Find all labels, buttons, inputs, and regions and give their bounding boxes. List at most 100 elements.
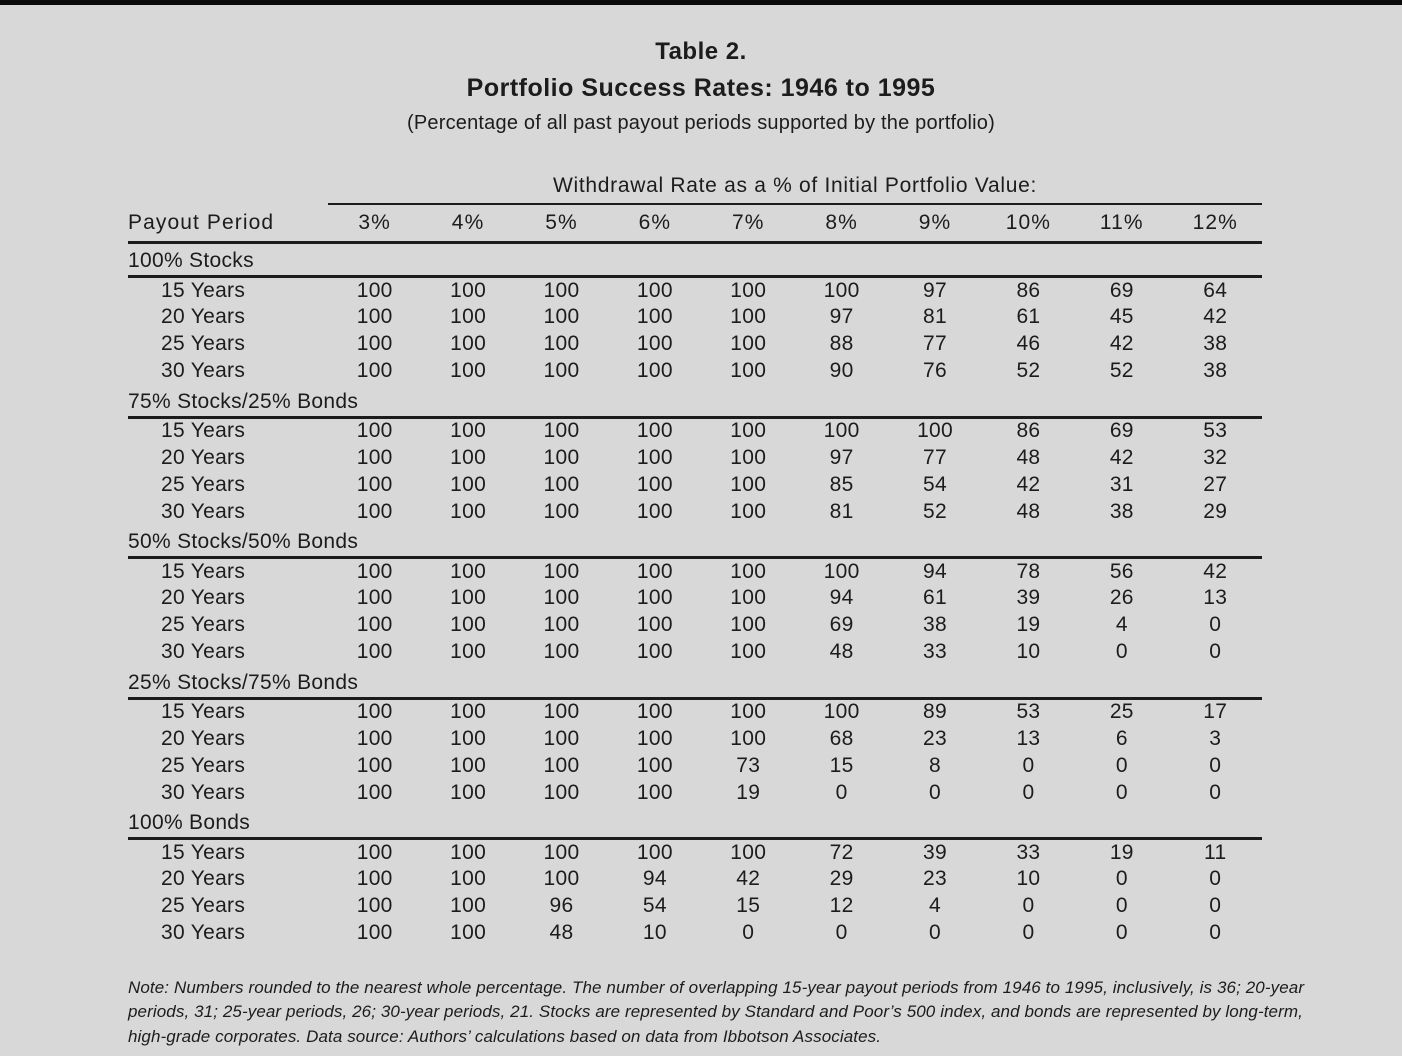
payout-period-row: 20 Years 100 100 100 100 100 94 61 39 26 13 <box>128 585 1262 612</box>
success-rate-value: 88 <box>829 332 854 355</box>
success-rate-value: 100 <box>356 559 393 583</box>
success-rate-value: 81 <box>829 499 854 523</box>
success-rate-value: 100 <box>450 726 487 750</box>
success-rate-value: 46 <box>1016 332 1041 355</box>
success-rate-value: 100 <box>730 613 767 636</box>
success-rate-value: 100 <box>636 305 673 328</box>
success-rate-value: 15 <box>736 894 761 917</box>
success-rate-value: 100 <box>356 472 393 496</box>
success-rate-value: 100 <box>636 499 673 523</box>
success-rate-value: 19 <box>736 780 761 804</box>
section-label: 100% Bonds <box>128 806 1262 840</box>
success-rate-value: 100 <box>450 445 487 469</box>
payout-period-row: 25 Years 100 100 96 54 15 12 4 0 0 0 <box>128 893 1262 920</box>
success-rate-value: 42 <box>1203 305 1228 328</box>
payout-period-label: 30 Years <box>161 499 246 523</box>
success-rate-value: 23 <box>923 867 948 890</box>
success-rate-value: 100 <box>730 700 767 724</box>
success-rate-value: 100 <box>823 700 860 724</box>
success-rate-value: 38 <box>1203 359 1228 382</box>
payout-period-row: 30 Years 100 100 100 100 100 81 52 48 38 29 <box>128 498 1262 525</box>
payout-period-label: 20 Years <box>161 445 246 469</box>
success-rate-value: 38 <box>923 613 948 636</box>
payout-period-row: 20 Years 100 100 100 100 100 97 81 61 45 42 <box>128 304 1262 331</box>
success-rate-value: 4 <box>929 894 942 917</box>
payout-period-label: 15 Years <box>161 700 246 724</box>
success-rate-value: 13 <box>1203 586 1228 609</box>
success-rate-value: 100 <box>450 840 487 864</box>
success-rate-value: 42 <box>1109 445 1134 469</box>
success-rate-value: 100 <box>356 419 393 443</box>
success-rate-value: 100 <box>356 640 393 663</box>
success-rate-value: 100 <box>450 894 487 917</box>
success-rate-value: 100 <box>730 278 767 302</box>
success-rate-value: 19 <box>1109 840 1134 864</box>
success-rate-value: 100 <box>356 780 393 804</box>
section-header-row: 100% Bonds <box>128 806 1262 840</box>
success-rate-value: 100 <box>543 278 580 302</box>
success-rate-value: 10 <box>1016 867 1041 890</box>
success-rate-value: 100 <box>543 780 580 804</box>
withdrawal-rate-col-header: 5% <box>514 204 609 244</box>
section-label: 25% Stocks/75% Bonds <box>128 665 1262 700</box>
payout-period-label: 25 Years <box>161 894 246 917</box>
payout-period-label: 25 Years <box>161 613 246 636</box>
success-rate-value: 81 <box>923 305 948 328</box>
success-rate-value: 0 <box>1115 867 1128 890</box>
success-rate-value: 69 <box>1109 278 1134 302</box>
success-rate-value: 100 <box>450 559 487 583</box>
success-rate-value: 29 <box>1203 499 1228 523</box>
success-rate-value: 100 <box>730 499 767 523</box>
success-rate-value: 0 <box>1022 921 1035 944</box>
success-rate-value: 100 <box>356 332 393 355</box>
success-rate-value: 100 <box>543 419 580 443</box>
success-rate-value: 100 <box>356 753 393 777</box>
success-rate-value: 42 <box>1016 472 1041 496</box>
success-rate-value: 100 <box>730 586 767 609</box>
success-rate-value: 97 <box>829 445 854 469</box>
success-rate-value: 100 <box>356 894 393 917</box>
success-rate-value: 23 <box>923 726 948 750</box>
success-rate-value: 42 <box>1109 332 1134 355</box>
success-rate-value: 100 <box>730 332 767 355</box>
success-rate-value: 0 <box>1209 753 1222 777</box>
success-rate-value: 100 <box>543 867 580 890</box>
success-rate-value: 100 <box>450 499 487 523</box>
withdrawal-rate-span-header: Withdrawal Rate as a % of Initial Portfo… <box>328 171 1262 205</box>
success-rate-value: 0 <box>929 780 942 804</box>
success-rate-value: 0 <box>742 921 755 944</box>
success-rate-value: 100 <box>543 586 580 609</box>
success-rate-value: 100 <box>730 726 767 750</box>
success-rate-value: 0 <box>835 780 848 804</box>
payout-period-row: 30 Years 100 100 48 10 0 0 0 0 0 0 <box>128 920 1262 947</box>
withdrawal-rate-col-header: 10% <box>981 204 1076 244</box>
success-rate-value: 100 <box>450 921 487 944</box>
success-rate-value: 100 <box>450 419 487 443</box>
payout-period-row: 30 Years 100 100 100 100 100 48 33 10 0 0 <box>128 639 1262 666</box>
success-rate-value: 0 <box>1022 894 1035 917</box>
success-rate-value: 100 <box>730 840 767 864</box>
success-rate-value: 53 <box>1203 419 1228 443</box>
success-rate-value: 39 <box>1016 586 1041 609</box>
payout-period-label: 20 Years <box>161 305 246 328</box>
success-rate-value: 100 <box>450 640 487 663</box>
span-row-spacer <box>128 171 328 204</box>
success-rate-value: 100 <box>730 445 767 469</box>
success-rate-value: 100 <box>543 840 580 864</box>
success-rate-value: 96 <box>549 894 574 917</box>
success-rate-value: 11 <box>1204 840 1227 864</box>
payout-period-row: 25 Years 100 100 100 100 73 15 8 0 0 0 <box>128 752 1262 779</box>
success-rate-value: 100 <box>543 445 580 469</box>
success-rate-value: 100 <box>543 700 580 724</box>
success-rate-value: 33 <box>1016 840 1041 864</box>
success-rate-value: 0 <box>1115 780 1128 804</box>
success-rate-value: 100 <box>730 640 767 663</box>
success-rate-value: 69 <box>829 613 854 636</box>
success-rate-value: 33 <box>923 640 948 663</box>
success-rate-value: 100 <box>543 359 580 382</box>
success-rate-value: 100 <box>543 753 580 777</box>
success-rate-value: 53 <box>1016 700 1041 724</box>
success-rate-value: 0 <box>1209 613 1222 636</box>
payout-period-label: 30 Years <box>161 780 246 804</box>
success-rate-value: 4 <box>1115 613 1128 636</box>
